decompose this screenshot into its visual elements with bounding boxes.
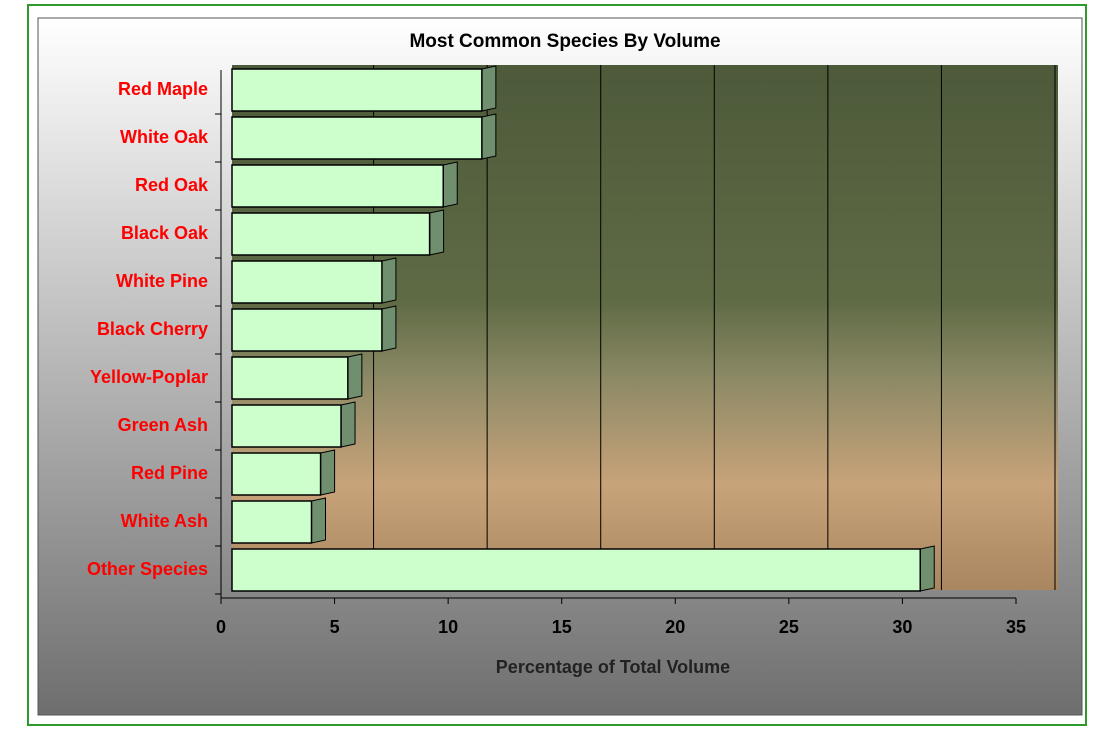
- bar-side: [430, 210, 444, 255]
- chart-title: Most Common Species By Volume: [409, 31, 720, 52]
- bar-side: [482, 66, 496, 111]
- x-tick-label: 5: [330, 617, 340, 637]
- x-tick-label: 30: [892, 617, 912, 637]
- y-tick-label: Black Oak: [121, 223, 209, 243]
- bar-side: [312, 498, 326, 543]
- bar: [232, 549, 920, 591]
- bar: [232, 501, 312, 543]
- bar-side: [382, 258, 396, 303]
- bar-side: [341, 402, 355, 447]
- y-tick-label: Yellow-Poplar: [90, 367, 208, 387]
- x-tick-label: 0: [216, 617, 226, 637]
- bar: [232, 69, 482, 111]
- x-tick-label: 25: [779, 617, 799, 637]
- bar: [232, 165, 443, 207]
- x-tick-label: 15: [552, 617, 572, 637]
- x-tick-label: 20: [665, 617, 685, 637]
- x-tick-label: 10: [438, 617, 458, 637]
- y-tick-label: White Ash: [121, 511, 208, 531]
- x-tick-label: 35: [1006, 617, 1026, 637]
- bar: [232, 357, 348, 399]
- y-tick-label: Red Pine: [131, 463, 208, 483]
- x-axis-label: Percentage of Total Volume: [496, 657, 730, 677]
- y-tick-label: White Oak: [120, 127, 209, 147]
- y-tick-label: Other Species: [87, 559, 208, 579]
- bar-side: [920, 546, 934, 591]
- chart: Most Common Species By Volume Percentage…: [0, 0, 1094, 729]
- bar: [232, 213, 430, 255]
- bar-side: [482, 114, 496, 159]
- y-tick-label: Red Oak: [135, 175, 209, 195]
- bar: [232, 261, 382, 303]
- bar: [232, 453, 321, 495]
- bar: [232, 309, 382, 351]
- bar: [232, 117, 482, 159]
- y-tick-label: Black Cherry: [97, 319, 208, 339]
- bar-side: [382, 306, 396, 351]
- bar-side: [348, 354, 362, 399]
- y-tick-label: White Pine: [116, 271, 208, 291]
- y-tick-label: Green Ash: [118, 415, 208, 435]
- y-tick-label: Red Maple: [118, 79, 208, 99]
- bar-side: [321, 450, 335, 495]
- bar-side: [443, 162, 457, 207]
- bar: [232, 405, 341, 447]
